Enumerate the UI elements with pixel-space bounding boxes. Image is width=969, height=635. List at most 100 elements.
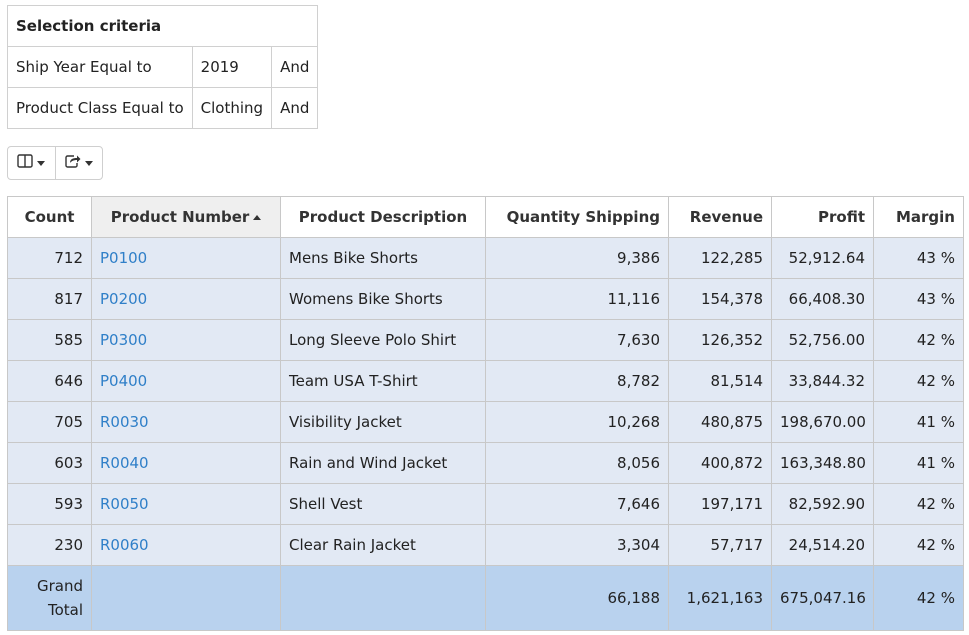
cell-count: 230 — [7, 524, 92, 566]
cell-revenue: 154,378 — [668, 278, 772, 320]
grand-total-label-line2: Total — [47, 601, 83, 619]
product-number-link[interactable]: P0400 — [91, 360, 281, 402]
cell-quantity: 7,646 — [485, 483, 669, 525]
cell-count: 585 — [7, 319, 92, 361]
cell-revenue: 400,872 — [668, 442, 772, 484]
cell-quantity: 10,268 — [485, 401, 669, 443]
product-number-link[interactable]: R0050 — [91, 483, 281, 525]
criteria-value: Clothing — [191, 87, 273, 129]
product-number-link[interactable]: P0200 — [91, 278, 281, 320]
chevron-down-icon — [84, 160, 93, 166]
cell-description: Shell Vest — [280, 483, 486, 525]
cell-profit: 52,912.64 — [771, 237, 874, 279]
grand-total-row: Grand Total 66,188 1,621,163 675,047.16 … — [7, 565, 964, 631]
table-row: 646 P0400 Team USA T-Shirt 8,782 81,514 … — [7, 360, 964, 402]
cell-margin: 42 % — [873, 524, 964, 566]
cell-profit: 33,844.32 — [771, 360, 874, 402]
cell-description: Mens Bike Shorts — [280, 237, 486, 279]
cell-revenue: 122,285 — [668, 237, 772, 279]
grand-total-label-line1: Grand — [36, 577, 83, 595]
grand-total-revenue: 1,621,163 — [668, 565, 772, 631]
cell-profit: 163,348.80 — [771, 442, 874, 484]
column-header-product-number[interactable]: Product Number — [91, 196, 281, 238]
product-number-link[interactable]: P0100 — [91, 237, 281, 279]
column-header-margin[interactable]: Margin — [873, 196, 964, 238]
criteria-value: 2019 — [191, 46, 273, 88]
column-header-revenue[interactable]: Revenue — [668, 196, 772, 238]
cell-revenue: 480,875 — [668, 401, 772, 443]
selection-criteria-table: Selection criteria Ship Year Equal to 20… — [6, 5, 319, 129]
cell-margin: 41 % — [873, 442, 964, 484]
cell-description: Team USA T-Shirt — [280, 360, 486, 402]
cell-quantity: 3,304 — [485, 524, 669, 566]
product-number-link[interactable]: R0030 — [91, 401, 281, 443]
cell-margin: 41 % — [873, 401, 964, 443]
product-number-link[interactable]: R0040 — [91, 442, 281, 484]
grand-total-margin: 42 % — [873, 565, 964, 631]
cell-quantity: 11,116 — [485, 278, 669, 320]
column-header-label: Product Number — [110, 208, 250, 226]
cell-quantity: 8,056 — [485, 442, 669, 484]
cell-description: Rain and Wind Jacket — [280, 442, 486, 484]
cell-margin: 42 % — [873, 319, 964, 361]
table-row: 585 P0300 Long Sleeve Polo Shirt 7,630 1… — [7, 319, 964, 361]
cell-margin: 42 % — [873, 483, 964, 525]
columns-icon — [17, 154, 33, 172]
column-header-product-description[interactable]: Product Description — [280, 196, 486, 238]
cell-profit: 82,592.90 — [771, 483, 874, 525]
product-number-link[interactable]: P0300 — [91, 319, 281, 361]
grand-total-label: Grand Total — [7, 565, 92, 631]
column-header-profit[interactable]: Profit — [771, 196, 874, 238]
table-toolbar — [7, 146, 103, 180]
cell-count: 646 — [7, 360, 92, 402]
chevron-down-icon — [37, 160, 46, 166]
criteria-operator: And — [271, 87, 319, 129]
product-number-link[interactable]: R0060 — [91, 524, 281, 566]
cell-profit: 66,408.30 — [771, 278, 874, 320]
cell-description: Long Sleeve Polo Shirt — [280, 319, 486, 361]
cell-margin: 43 % — [873, 278, 964, 320]
cell-revenue: 126,352 — [668, 319, 772, 361]
export-dropdown-button[interactable] — [54, 147, 103, 179]
cell-revenue: 197,171 — [668, 483, 772, 525]
column-header-quantity-shipping[interactable]: Quantity Shipping — [485, 196, 669, 238]
columns-dropdown-button[interactable] — [8, 147, 55, 179]
cell-count: 705 — [7, 401, 92, 443]
table-row: 705 R0030 Visibility Jacket 10,268 480,8… — [7, 401, 964, 443]
cell-description: Visibility Jacket — [280, 401, 486, 443]
cell-margin: 43 % — [873, 237, 964, 279]
grand-total-profit: 675,047.16 — [771, 565, 874, 631]
criteria-row: Ship Year Equal to 2019 And — [7, 46, 319, 88]
criteria-operator: And — [271, 46, 319, 88]
cell-quantity: 8,782 — [485, 360, 669, 402]
table-row: 603 R0040 Rain and Wind Jacket 8,056 400… — [7, 442, 964, 484]
product-data-table: Count Product Number Product Description… — [7, 196, 964, 631]
share-export-icon — [65, 154, 81, 172]
cell-quantity: 9,386 — [485, 237, 669, 279]
cell-profit: 24,514.20 — [771, 524, 874, 566]
column-header-count[interactable]: Count — [7, 196, 92, 238]
grand-total-quantity: 66,188 — [485, 565, 669, 631]
cell-revenue: 81,514 — [668, 360, 772, 402]
cell-description: Clear Rain Jacket — [280, 524, 486, 566]
cell-quantity: 7,630 — [485, 319, 669, 361]
cell-count: 603 — [7, 442, 92, 484]
cell-description: Womens Bike Shorts — [280, 278, 486, 320]
cell-count: 817 — [7, 278, 92, 320]
grand-total-empty-cell — [91, 565, 281, 631]
cell-margin: 42 % — [873, 360, 964, 402]
cell-count: 712 — [7, 237, 92, 279]
criteria-row: Product Class Equal to Clothing And — [7, 87, 319, 129]
criteria-field: Product Class Equal to — [7, 87, 193, 129]
sort-ascending-icon — [253, 215, 262, 220]
table-header-row: Count Product Number Product Description… — [7, 196, 964, 238]
cell-count: 593 — [7, 483, 92, 525]
selection-criteria-title: Selection criteria — [6, 5, 319, 47]
table-row: 817 P0200 Womens Bike Shorts 11,116 154,… — [7, 278, 964, 320]
cell-profit: 52,756.00 — [771, 319, 874, 361]
table-row: 712 P0100 Mens Bike Shorts 9,386 122,285… — [7, 237, 964, 279]
cell-profit: 198,670.00 — [771, 401, 874, 443]
cell-revenue: 57,717 — [668, 524, 772, 566]
criteria-field: Ship Year Equal to — [7, 46, 193, 88]
table-row: 230 R0060 Clear Rain Jacket 3,304 57,717… — [7, 524, 964, 566]
